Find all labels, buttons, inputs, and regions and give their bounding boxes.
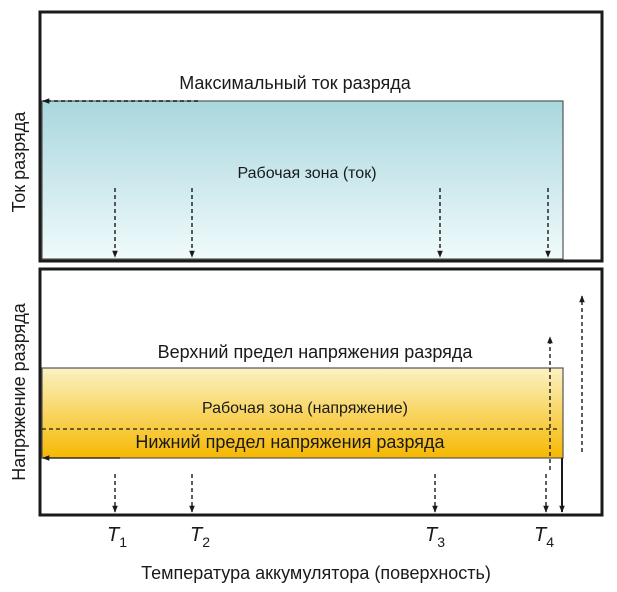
voltage-zone-label: Рабочая зона (напряжение): [202, 400, 408, 417]
top-panel-frame: [38, 10, 604, 263]
lower-limit-label: Нижний предел напряжения разряда: [135, 432, 445, 452]
upper-limit-label: Верхний предел напряжения разряда: [158, 342, 474, 362]
x-axis-label: Температура аккумулятора (поверхность): [141, 563, 491, 583]
t4-label: T4: [534, 524, 554, 550]
t1-label: T1: [107, 524, 127, 550]
t2-label: T2: [190, 524, 210, 550]
top-y-axis-label: Ток разряда: [9, 111, 29, 213]
current-working-zone: [41, 100, 564, 260]
t3-label: T3: [425, 524, 445, 550]
voltage-working-zone: [41, 367, 564, 459]
bottom-y-axis-label: Напряжение разряда: [9, 302, 29, 481]
bottom-panel-frame: [38, 267, 604, 517]
max-current-label: Максимальный ток разряда: [179, 73, 412, 93]
current-zone-label: Рабочая зона (ток): [237, 165, 376, 182]
